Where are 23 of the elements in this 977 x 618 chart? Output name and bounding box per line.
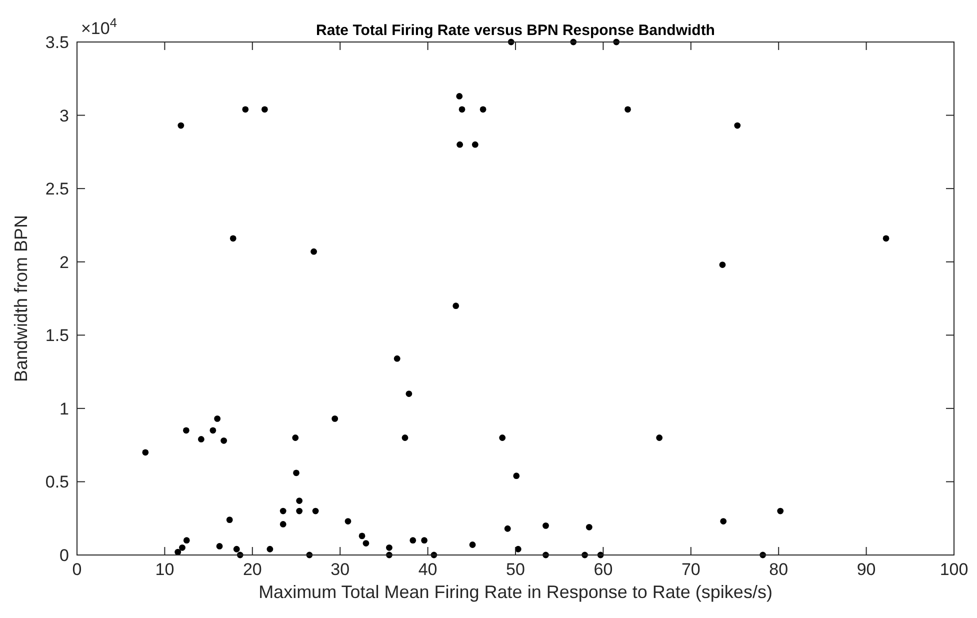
x-tick-label: 0 — [72, 560, 82, 579]
y-tick-label: 3 — [60, 106, 69, 126]
x-tick-label: 40 — [418, 560, 438, 579]
x-tick-label: 20 — [242, 560, 262, 579]
text: ×10$^{4}$ — [81, 14, 117, 38]
y-tick-label: 1.5 — [45, 326, 69, 346]
y-tick-label: 1 — [60, 399, 69, 418]
chart-title: Rate Total Firing Rate versus BPN Response Bandwidth — [316, 22, 715, 39]
x-tick-label: 100 — [940, 560, 968, 579]
y-tick-label: 2 — [60, 252, 69, 272]
y-tick-label: 0.5 — [45, 472, 69, 492]
x-tick-label: 90 — [856, 560, 876, 579]
x-tick-label: 80 — [769, 560, 788, 579]
x-tick-label: 60 — [594, 560, 613, 579]
y-tick-label: 2.5 — [45, 180, 69, 199]
x-tick-label: 30 — [330, 560, 350, 579]
x-tick-label: 10 — [155, 560, 174, 579]
x-axis-title: Maximum Total Mean Firing Rate in Response to Rate (spikes/s) — [258, 582, 772, 602]
y-axis-title: Bandwidth from BPN — [11, 214, 31, 382]
y-tick-label: 0 — [60, 546, 69, 565]
y-tick-label: 3.5 — [45, 33, 69, 52]
x-tick-label: 50 — [506, 560, 525, 579]
x-tick-label: 70 — [681, 560, 700, 579]
